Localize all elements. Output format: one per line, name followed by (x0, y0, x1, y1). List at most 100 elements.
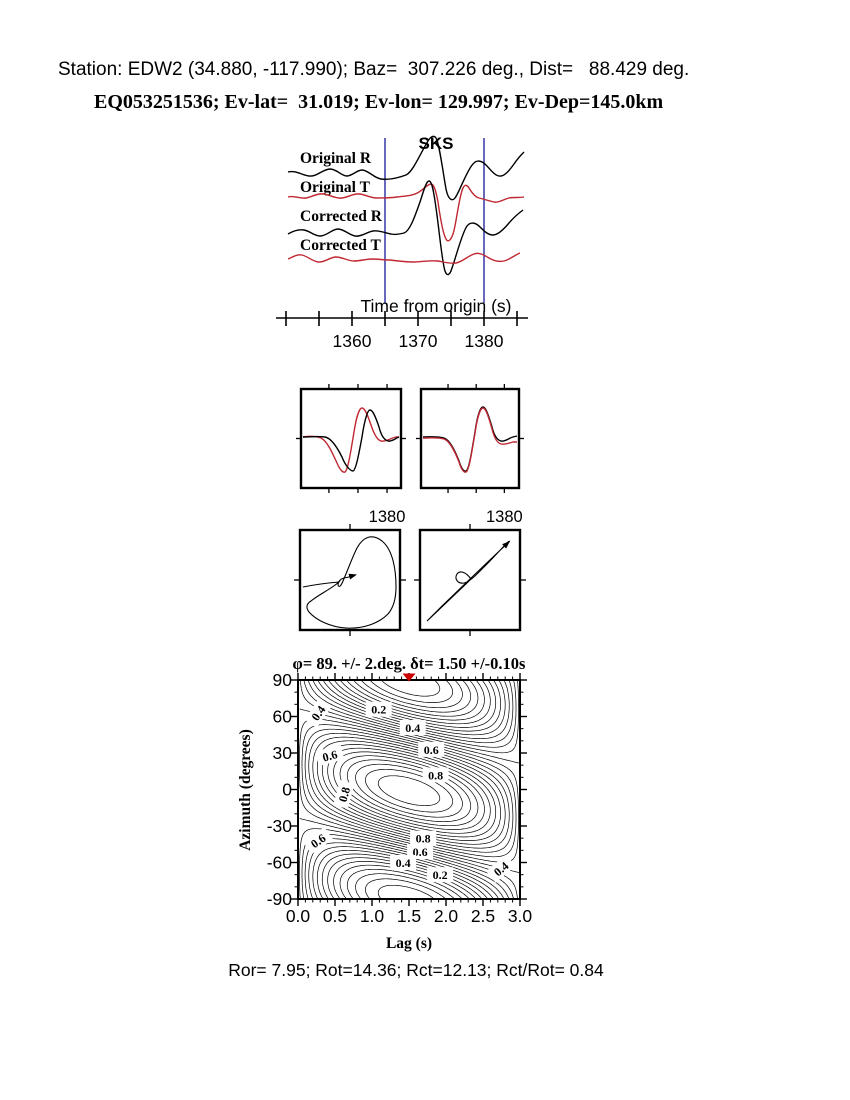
contour-label-bg (365, 701, 392, 717)
contour-line (365, 681, 453, 898)
contour-line (346, 759, 472, 823)
contour-label: 0.2 (365, 701, 392, 717)
contour-label: 0.4 (399, 720, 426, 735)
trace-label-original-t: Original T (300, 179, 371, 196)
particle-motion-panels (294, 524, 526, 636)
azimuth-tick-label: 0 (282, 780, 292, 800)
pulse-panel-fast-slow-corrected: 1380 (416, 384, 524, 526)
contour-label-text: 0.2 (371, 703, 386, 717)
trace-original-r (287, 135, 525, 201)
lag-tick-label: 1.0 (360, 906, 385, 926)
contour-label: 0.6 (418, 741, 445, 757)
lag-tick-label: 1.5 (397, 906, 421, 926)
contour-line (339, 755, 479, 827)
contour-line (377, 775, 441, 807)
best-solution-marker (402, 673, 416, 682)
contour-label: 0.8 (422, 767, 449, 783)
pulse-trace-fast (302, 407, 399, 473)
trace-label-original-r: Original R (300, 150, 372, 167)
misfit-contour-panel: φ= 89. +/- 2.deg. δt= 1.50 +/-0.10s 0.4 0… (237, 654, 532, 952)
pulse-panel-time-label: 1380 (486, 508, 523, 526)
pulse-panel-frame (299, 387, 403, 490)
time-axis-tick-labels: 1360 1370 1380 (333, 331, 504, 351)
lag-tick-label: 0.0 (286, 906, 311, 926)
contour-label-bg (304, 697, 332, 728)
time-tick-label: 1380 (465, 331, 504, 351)
lag-axis-title: Lag (s) (386, 935, 432, 952)
contour-label-bg (422, 767, 449, 783)
pulse-panel-time-label: 1380 (369, 508, 406, 526)
phase-label-sks: SKS (419, 134, 454, 153)
azimuth-tick-label: 90 (273, 670, 293, 690)
contour-label: 0.4 (390, 855, 417, 870)
azimuth-tick-label: 60 (273, 707, 293, 727)
splitting-result-title: φ= 89. +/- 2.deg. δt= 1.50 +/-0.10s (293, 654, 526, 673)
time-axis-ticks (285, 311, 518, 326)
event-info-title: EQ053251536; Ev-lat= 31.019; Ev-lon= 129… (94, 91, 664, 113)
contour-label-text: 0.8 (336, 785, 353, 803)
pm-arrow-icon (348, 573, 357, 580)
pulse-trace-slow (302, 409, 400, 472)
trace-label-corrected-r: Corrected R (300, 208, 383, 225)
trace-original-t (287, 183, 525, 242)
contour-line (355, 681, 463, 898)
pulse-trace-fast (422, 407, 517, 473)
contour-label-text: 0.8 (416, 832, 431, 846)
trace-corrected-r (287, 180, 524, 276)
pulse-comparison-panels: 1380 1380 (296, 384, 524, 526)
contour-label-bg (399, 720, 426, 735)
contour-axes: 0.0 0.5 1.0 1.5 2.0 2.5 3.0 90 60 30 0 -30 -60 -90 (267, 670, 533, 926)
pm-panel-frame (298, 528, 402, 632)
contour-label-text: 0.4 (405, 721, 420, 735)
pm-trajectory (302, 536, 397, 629)
analysis-window-markers (384, 138, 485, 303)
contour-label-text: 0.2 (433, 868, 448, 882)
contour-label: 0.2 (427, 867, 454, 883)
trace-corrected-t (287, 252, 521, 264)
contour-label-bg (333, 779, 355, 809)
contour-line (377, 681, 441, 898)
contour-label: 0.8 (410, 830, 437, 846)
contour-label: 0.8 (333, 779, 355, 809)
contour-line (346, 681, 472, 898)
contour-label-bg (390, 855, 417, 870)
contour-label-bg (303, 826, 333, 855)
contour-value-labels: 0.4 0.20.40.60.80.60.80.80.60.40.20.60.4 (303, 697, 516, 883)
pulse-panel-fast-slow-original: 1380 (296, 384, 406, 526)
azimuth-tick-label: -90 (267, 889, 293, 909)
trace-label-corrected-t: Corrected T (300, 237, 381, 254)
pm-panel-corrected (414, 524, 526, 636)
lag-tick-label: 2.5 (471, 906, 495, 926)
contour-label-bg (418, 741, 445, 757)
contour-label-text: 0.6 (424, 743, 439, 757)
energy-ratio-stats: Ror= 7.95; Rot=14.36; Rct=12.13; Rct/Rot… (228, 960, 604, 980)
contour-label-bg (315, 744, 345, 767)
contour-line (333, 751, 485, 830)
pm-arrow-icon (502, 541, 510, 549)
azimuth-tick-label: 30 (273, 743, 293, 763)
contour-label-text: 0.6 (321, 747, 339, 764)
contour-label: 0.6 (303, 826, 333, 855)
station-info-title: Station: EDW2 (34.880, -117.990); Baz= 3… (58, 59, 690, 80)
contour-label: 0.6 (315, 744, 345, 767)
lag-tick-label: 0.5 (323, 906, 347, 926)
contour-label-bg (410, 830, 437, 846)
contour-label-bg (427, 867, 454, 883)
lag-tick-label: 3.0 (508, 906, 533, 926)
contour-label-text: 0.8 (428, 768, 443, 782)
time-tick-label: 1370 (399, 331, 438, 351)
time-tick-label: 1360 (333, 331, 372, 351)
contour-label-text: 0.6 (413, 845, 428, 859)
time-axis-title: Time from origin (s) (360, 296, 511, 316)
contour-label: 0.4 (486, 854, 516, 883)
contour-line (312, 736, 506, 845)
seismogram-panel: Original R Original T Corrected R Correc… (276, 134, 528, 351)
contour-label-bg (486, 854, 516, 883)
azimuth-axis-title: Azimuth (degrees) (237, 729, 254, 851)
azimuth-tick-label: -30 (267, 816, 293, 836)
lag-tick-label: 2.0 (434, 906, 459, 926)
pm-panel-original (294, 524, 406, 636)
contour-line (301, 724, 517, 858)
